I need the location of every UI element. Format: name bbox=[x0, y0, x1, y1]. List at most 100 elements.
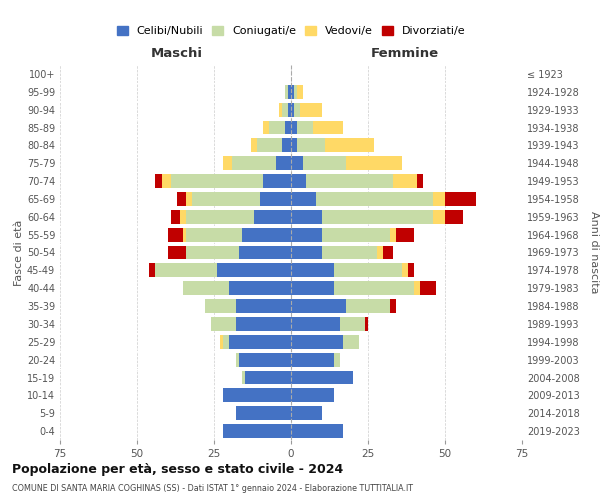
Bar bbox=[294, 85, 297, 99]
Text: Popolazione per età, sesso e stato civile - 2024: Popolazione per età, sesso e stato civil… bbox=[12, 462, 343, 475]
Bar bbox=[263, 174, 291, 188]
Bar bbox=[275, 156, 291, 170]
Bar bbox=[205, 299, 236, 313]
Bar bbox=[421, 281, 436, 295]
Bar bbox=[334, 352, 340, 366]
Bar bbox=[334, 281, 414, 295]
Bar bbox=[155, 264, 217, 278]
Bar bbox=[269, 120, 285, 134]
Bar bbox=[186, 210, 254, 224]
Bar bbox=[285, 85, 288, 99]
Bar bbox=[291, 102, 294, 117]
Bar bbox=[392, 174, 417, 188]
Bar bbox=[239, 246, 291, 260]
Bar bbox=[236, 406, 291, 420]
Bar bbox=[236, 299, 291, 313]
Bar bbox=[168, 246, 186, 260]
Bar bbox=[245, 370, 291, 384]
Bar bbox=[322, 246, 377, 260]
Bar bbox=[414, 281, 421, 295]
Text: Femmine: Femmine bbox=[371, 46, 439, 60]
Bar bbox=[263, 120, 269, 134]
Bar bbox=[186, 192, 193, 206]
Bar bbox=[402, 264, 408, 278]
Bar bbox=[313, 120, 343, 134]
Bar bbox=[297, 138, 325, 152]
Bar bbox=[171, 174, 263, 188]
Bar bbox=[389, 228, 396, 241]
Bar bbox=[254, 210, 291, 224]
Bar bbox=[177, 192, 186, 206]
Bar bbox=[377, 246, 383, 260]
Bar bbox=[365, 317, 368, 331]
Bar bbox=[346, 156, 402, 170]
Bar bbox=[232, 156, 275, 170]
Bar bbox=[291, 299, 346, 313]
Bar bbox=[278, 102, 282, 117]
Bar bbox=[242, 370, 245, 384]
Y-axis label: Fasce di età: Fasce di età bbox=[14, 220, 24, 286]
Bar bbox=[236, 317, 291, 331]
Bar bbox=[291, 406, 322, 420]
Bar bbox=[445, 210, 463, 224]
Bar bbox=[291, 388, 334, 402]
Bar bbox=[291, 174, 307, 188]
Bar bbox=[211, 317, 236, 331]
Bar bbox=[223, 156, 232, 170]
Bar bbox=[291, 370, 353, 384]
Y-axis label: Anni di nascita: Anni di nascita bbox=[589, 211, 599, 294]
Bar bbox=[242, 228, 291, 241]
Bar bbox=[229, 281, 291, 295]
Bar bbox=[282, 138, 291, 152]
Bar bbox=[291, 317, 340, 331]
Bar bbox=[260, 192, 291, 206]
Bar bbox=[236, 352, 239, 366]
Bar bbox=[300, 102, 322, 117]
Bar bbox=[193, 192, 260, 206]
Bar bbox=[291, 281, 334, 295]
Bar bbox=[291, 85, 294, 99]
Bar bbox=[155, 174, 161, 188]
Bar bbox=[334, 264, 402, 278]
Legend: Celibi/Nubili, Coniugati/e, Vedovi/e, Divorziati/e: Celibi/Nubili, Coniugati/e, Vedovi/e, Di… bbox=[116, 26, 466, 36]
Bar bbox=[343, 335, 359, 349]
Bar bbox=[183, 281, 229, 295]
Bar bbox=[291, 120, 297, 134]
Bar bbox=[433, 192, 445, 206]
Bar bbox=[408, 264, 414, 278]
Bar bbox=[149, 264, 155, 278]
Bar bbox=[294, 102, 300, 117]
Bar bbox=[168, 228, 183, 241]
Bar bbox=[291, 228, 322, 241]
Bar bbox=[251, 138, 257, 152]
Bar bbox=[396, 228, 414, 241]
Bar bbox=[186, 246, 239, 260]
Bar bbox=[223, 424, 291, 438]
Bar bbox=[316, 192, 433, 206]
Text: Maschi: Maschi bbox=[151, 46, 203, 60]
Bar bbox=[223, 335, 229, 349]
Bar bbox=[383, 246, 392, 260]
Bar bbox=[220, 335, 223, 349]
Bar bbox=[291, 424, 343, 438]
Bar bbox=[239, 352, 291, 366]
Bar bbox=[229, 335, 291, 349]
Bar bbox=[291, 156, 304, 170]
Bar bbox=[297, 120, 313, 134]
Bar bbox=[322, 210, 433, 224]
Bar bbox=[346, 299, 389, 313]
Bar bbox=[322, 228, 389, 241]
Bar bbox=[288, 102, 291, 117]
Bar bbox=[288, 85, 291, 99]
Bar bbox=[285, 120, 291, 134]
Bar bbox=[291, 335, 343, 349]
Bar bbox=[291, 264, 334, 278]
Bar bbox=[217, 264, 291, 278]
Bar bbox=[445, 192, 476, 206]
Bar bbox=[257, 138, 282, 152]
Bar bbox=[291, 352, 334, 366]
Bar bbox=[304, 156, 346, 170]
Bar bbox=[297, 85, 304, 99]
Text: COMUNE DI SANTA MARIA COGHINAS (SS) - Dati ISTAT 1° gennaio 2024 - Elaborazione : COMUNE DI SANTA MARIA COGHINAS (SS) - Da… bbox=[12, 484, 413, 493]
Bar bbox=[417, 174, 424, 188]
